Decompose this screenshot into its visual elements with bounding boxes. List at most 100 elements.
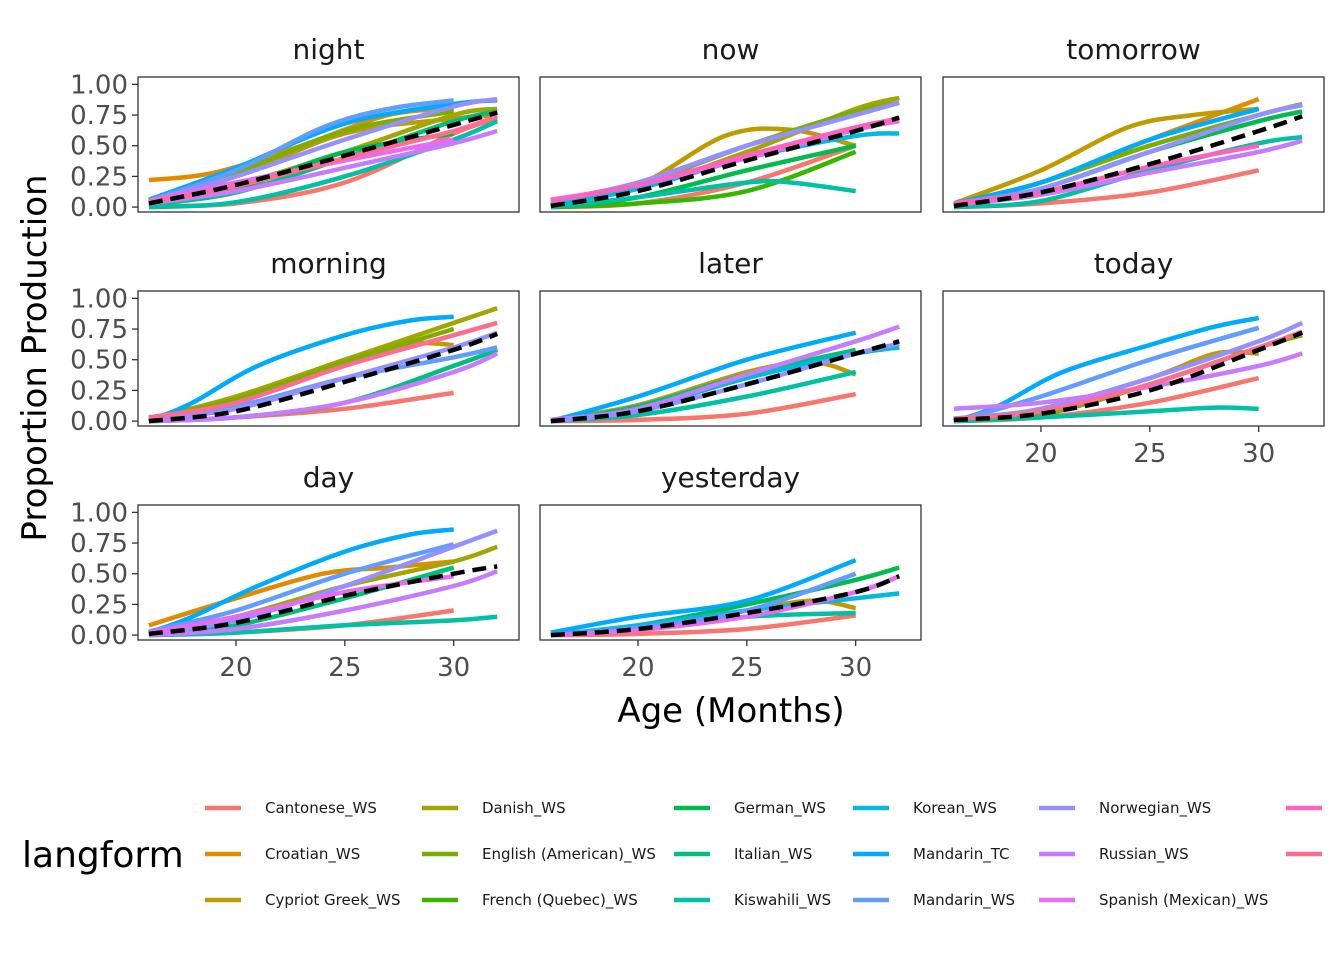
legend-label: English (American)_WS xyxy=(482,845,656,864)
y-tick-label: 0.50 xyxy=(70,346,128,376)
legend-label: French (Quebec)_WS xyxy=(482,891,638,910)
series-line xyxy=(953,325,1260,424)
reference-dashed-line xyxy=(550,339,900,424)
panel-border xyxy=(137,76,520,213)
x-tick-label: 25 xyxy=(730,653,763,683)
panel-border xyxy=(137,504,520,641)
reference-dashed-line xyxy=(953,114,1303,209)
panel-border xyxy=(539,290,922,427)
reference-dashed-line xyxy=(550,115,900,209)
panel-today: today xyxy=(942,247,1325,427)
x-tick-label: 20 xyxy=(1024,439,1057,469)
y-tick-label: 1.00 xyxy=(70,498,128,528)
legend-item: German_WS xyxy=(674,799,826,818)
y-tick-label: 0.75 xyxy=(70,529,128,559)
panel-title: morning xyxy=(270,247,386,280)
y-tick-label: 1.00 xyxy=(70,284,128,314)
legend-label: Korean_WS xyxy=(913,799,997,818)
series-line xyxy=(953,106,1260,206)
panel-title: tomorrow xyxy=(1066,33,1200,66)
legend-item: Russian_WS xyxy=(1039,845,1189,864)
legend-label: Danish_WS xyxy=(482,799,566,818)
y-tick-label: 0.00 xyxy=(70,193,128,223)
series-line xyxy=(148,128,498,206)
legend-item: Norwegian_WS xyxy=(1039,799,1211,818)
y-tick-label: 0.75 xyxy=(70,315,128,345)
reference-dashed-line xyxy=(148,331,498,424)
panel-title: night xyxy=(292,33,364,66)
series-line xyxy=(148,351,499,424)
y-tick-label: 0.00 xyxy=(70,621,128,651)
series-line xyxy=(148,119,499,210)
y-tick-label: 0.25 xyxy=(70,590,128,620)
legend-label: Norwegian_WS xyxy=(1099,799,1211,818)
legend-label: Mandarin_WS xyxy=(913,891,1015,910)
y-axis-title: Proportion Production xyxy=(15,174,55,541)
y-tick-label: 1.00 xyxy=(70,70,128,100)
legend-item: Danish_WS xyxy=(422,799,566,818)
legend-item: Cantonese_WS xyxy=(205,799,377,818)
legend-label: Kiswahili_WS xyxy=(734,891,831,910)
panel-night: night xyxy=(137,33,520,213)
reference-dashed-line xyxy=(953,330,1304,423)
x-tick-label: 30 xyxy=(839,653,872,683)
x-axis-title: Age (Months) xyxy=(617,691,844,731)
panel-tomorrow: tomorrow xyxy=(942,33,1325,213)
panel-title: yesterday xyxy=(661,461,800,494)
panel-morning: morning xyxy=(137,247,520,427)
legend-label: Russian_WS xyxy=(1099,845,1189,864)
legend-item: Italian_WS xyxy=(674,845,812,864)
legend-item: French (Quebec)_WS xyxy=(422,891,638,910)
panel-title: later xyxy=(698,247,763,280)
reference-dashed-line xyxy=(148,110,498,206)
series-line xyxy=(148,330,498,421)
legend-label: Cantonese_WS xyxy=(265,799,377,818)
series-line xyxy=(148,542,455,634)
panel-title: day xyxy=(303,461,355,494)
legend-label: Spanish (Mexican)_WS xyxy=(1099,891,1268,910)
series-line xyxy=(953,134,1303,210)
legend-label: Cypriot Greek_WS xyxy=(265,891,401,910)
series-line xyxy=(148,96,498,204)
panel-border xyxy=(942,76,1325,213)
series-line xyxy=(550,558,857,635)
series-line xyxy=(148,98,455,204)
x-tick-label: 20 xyxy=(219,653,252,683)
legend-label: Croatian_WS xyxy=(265,845,360,864)
y-tick-label: 0.00 xyxy=(70,407,128,437)
series-line xyxy=(148,569,498,638)
panel-border xyxy=(942,290,1325,427)
legend-item: Korean_WS xyxy=(853,799,997,818)
panel-later: later xyxy=(539,247,922,427)
legend-item: Spanish (Mexican)_WS xyxy=(1039,891,1268,910)
panel-yesterday: yesterday xyxy=(539,461,922,641)
series-line xyxy=(550,330,857,424)
reference-dashed-line xyxy=(148,564,498,637)
legend-label: Italian_WS xyxy=(734,845,812,864)
panel-border xyxy=(539,76,922,213)
legend: Cantonese_WS Croatian_WS Cypriot Greek_WS D… xyxy=(205,799,1322,910)
legend-item: Mandarin_TC xyxy=(853,845,1009,864)
legend-item: Kiswahili_WS xyxy=(674,891,831,910)
x-tick-label: 30 xyxy=(437,653,470,683)
panel-title: today xyxy=(1094,247,1174,280)
panel-border xyxy=(539,504,922,641)
legend-title: langform xyxy=(22,835,184,876)
y-tick-label: 0.50 xyxy=(70,560,128,590)
y-tick-label: 0.25 xyxy=(70,162,128,192)
series-line xyxy=(550,149,857,210)
series-line xyxy=(550,116,900,204)
x-tick-label: 30 xyxy=(1242,439,1275,469)
legend-item: English (American)_WS xyxy=(422,845,656,864)
series-line xyxy=(550,178,856,210)
panels-layer: night now tomorrow morning later today day yest… xyxy=(137,33,1325,641)
series-line xyxy=(953,143,1260,206)
legend-item: Mandarin_WS xyxy=(853,891,1015,910)
panel-border xyxy=(137,290,520,427)
x-tick-label: 20 xyxy=(621,653,654,683)
series-line xyxy=(953,106,1259,206)
axes-layer: 0.000.250.500.751.000.000.250.500.751.00… xyxy=(70,70,1275,683)
x-tick-label: 25 xyxy=(328,653,361,683)
legend-label: Mandarin_TC xyxy=(913,845,1009,864)
panel-title: now xyxy=(702,33,760,66)
